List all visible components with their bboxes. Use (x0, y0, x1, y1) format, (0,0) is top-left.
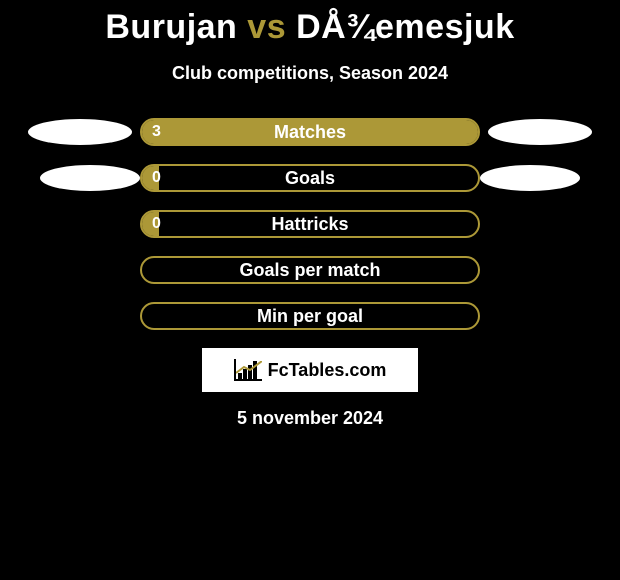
stat-bar: 0Goals (140, 164, 480, 192)
stat-row: Goals per match (0, 256, 620, 284)
stat-label: Min per goal (142, 304, 478, 328)
stat-row: 0Goals (0, 164, 620, 192)
stat-bar: Min per goal (140, 302, 480, 330)
page-title: Burujan vs DÅ¾emesjuk (0, 8, 620, 47)
title-right: DÅ¾emesjuk (296, 8, 515, 46)
logo-chart-icon (234, 359, 262, 381)
oval-icon (28, 119, 132, 145)
date: 5 november 2024 (0, 408, 620, 429)
stat-bar: Goals per match (140, 256, 480, 284)
stat-label: Matches (142, 120, 478, 144)
logo: FcTables.com (202, 348, 418, 392)
stat-row: 3Matches (0, 118, 620, 146)
oval-icon (488, 119, 592, 145)
stat-row: Min per goal (0, 302, 620, 330)
title-left: Burujan (105, 8, 237, 46)
left-marker (20, 119, 140, 145)
stat-label: Goals per match (142, 258, 478, 282)
subtitle: Club competitions, Season 2024 (0, 63, 620, 84)
stat-row: 0Hattricks (0, 210, 620, 238)
right-marker (480, 257, 600, 283)
stat-rows: 3Matches 0Goals 0Hattricks Goals per match M… (0, 118, 620, 330)
left-marker (20, 165, 140, 191)
right-marker (480, 119, 600, 145)
left-marker (20, 211, 140, 237)
right-marker (480, 211, 600, 237)
oval-icon (480, 165, 580, 191)
left-marker (20, 257, 140, 283)
left-marker (20, 303, 140, 329)
logo-text: FcTables.com (268, 360, 387, 381)
stat-bar: 0Hattricks (140, 210, 480, 238)
right-marker (480, 165, 600, 191)
stat-label: Hattricks (142, 212, 478, 236)
oval-icon (40, 165, 140, 191)
title-vs: vs (247, 8, 286, 46)
right-marker (480, 303, 600, 329)
comparison-card: Burujan vs DÅ¾emesjuk Club competitions,… (0, 0, 620, 429)
stat-bar: 3Matches (140, 118, 480, 146)
stat-label: Goals (142, 166, 478, 190)
